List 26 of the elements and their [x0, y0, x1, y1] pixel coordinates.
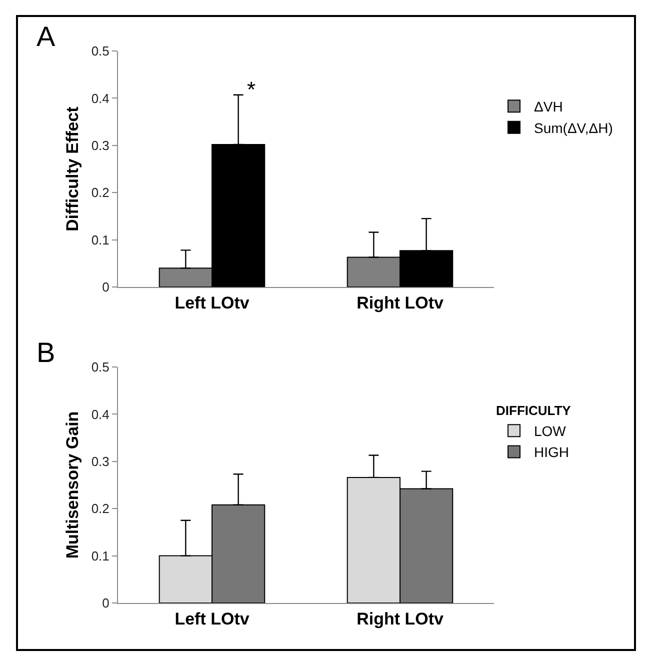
legend-title: DIFFICULTY [496, 402, 572, 418]
y-tick-label: 0 [102, 596, 110, 611]
y-axis-title: Multisensory Gain [62, 411, 82, 559]
y-tick-label: 0.2 [91, 501, 110, 516]
legend-label: LOW [534, 423, 567, 440]
y-tick-label: 0.5 [91, 44, 110, 59]
annotation: * [247, 77, 256, 102]
x-tick-label: Left LOtv [174, 293, 250, 312]
y-tick-label: 0.1 [91, 548, 110, 564]
y-tick-label: 0.3 [91, 138, 110, 153]
y-tick-label: 0.2 [91, 185, 110, 200]
y-tick-label: 0 [102, 280, 110, 295]
y-tick-label: 0.1 [91, 232, 110, 248]
y-tick-label: 0.5 [91, 360, 110, 375]
legend-label: Sum(ΔV,ΔH) [534, 120, 613, 136]
y-tick-label: 0.4 [91, 90, 110, 106]
y-tick-label: 0.3 [91, 454, 110, 469]
legend-label: HIGH [534, 444, 569, 460]
y-tick-label: 0.4 [91, 406, 110, 422]
legend-label: ΔVH [534, 98, 563, 115]
chart-title: B [36, 337, 56, 368]
y-axis-title: Difficulty Effect [62, 106, 82, 232]
chart-title: A [36, 21, 56, 52]
x-tick-label: Left LOtv [174, 609, 250, 628]
x-tick-label: Right LOtv [356, 293, 444, 312]
x-tick-label: Right LOtv [356, 609, 444, 628]
